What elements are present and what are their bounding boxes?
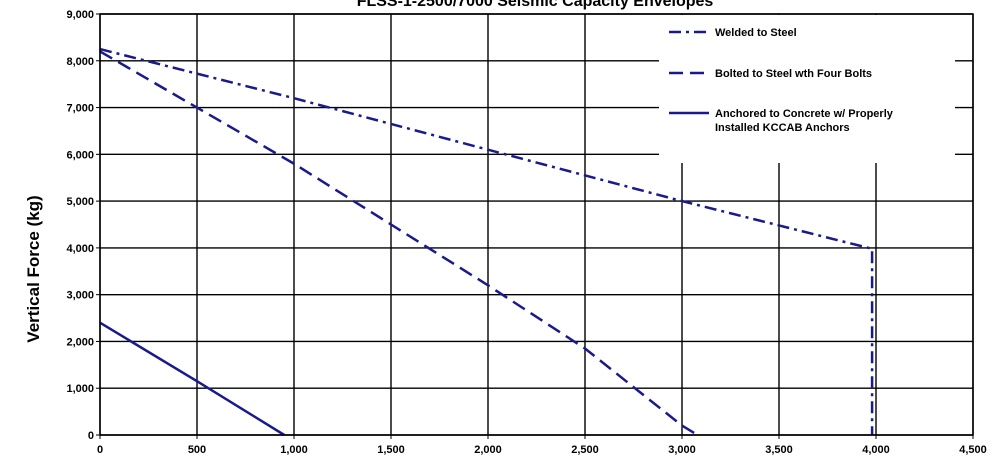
series-line-2 [99, 50, 699, 437]
legend-box [659, 15, 955, 163]
y-tick-label: 4,000 [66, 243, 94, 255]
chart-title: FLSS-1-2500/7000 Seismic Capacity Envelo… [357, 0, 714, 10]
y-axis-ticks: 0 1,000 2,000 3,000 4,000 5,000 6,000 7,000 8,00… [66, 9, 100, 442]
y-tick-label: 0 [88, 430, 94, 442]
y-tick-label: 9,000 [66, 9, 94, 21]
plot-border [99, 13, 974, 436]
x-tick-label: 0 [97, 444, 103, 456]
y-tick-label: 7,000 [66, 103, 94, 115]
legend: Welded to Steel Bolted to Steel wth Four … [659, 15, 955, 163]
x-tick-label: 1,500 [377, 444, 405, 456]
series-line-1 [99, 47, 874, 435]
x-tick-label: 3,500 [765, 444, 793, 456]
series-lines [99, 47, 874, 437]
x-tick-label: 2,000 [474, 444, 502, 456]
x-tick-label: 2,500 [571, 444, 599, 456]
series-line-3 [99, 321, 285, 437]
x-tick-label: 4,000 [862, 444, 890, 456]
y-tick-label: 5,000 [66, 196, 94, 208]
y-tick-label: 8,000 [66, 56, 94, 68]
y-tick-label: 6,000 [66, 149, 94, 161]
x-tick-label: 500 [188, 444, 206, 456]
y-tick-label: 2,000 [66, 336, 94, 348]
y-tick-label: 3,000 [66, 290, 94, 302]
x-tick-label: 4,500 [959, 444, 987, 456]
legend-label: Bolted to Steel wth Four Bolts [715, 68, 872, 80]
legend-label: Welded to Steel [715, 27, 797, 39]
y-axis-label: Vertical Force (kg) [24, 195, 43, 342]
y-tick-label: 1,000 [66, 383, 94, 395]
x-tick-label: 3,000 [668, 444, 696, 456]
x-tick-label: 1,000 [280, 444, 308, 456]
legend-label: Anchored to Concrete w/ Properly Installe… [715, 108, 894, 134]
x-axis-ticks: 0 500 1,000 1,500 2,000 2,500 3,000 3,500 4,000 4… [97, 435, 987, 456]
